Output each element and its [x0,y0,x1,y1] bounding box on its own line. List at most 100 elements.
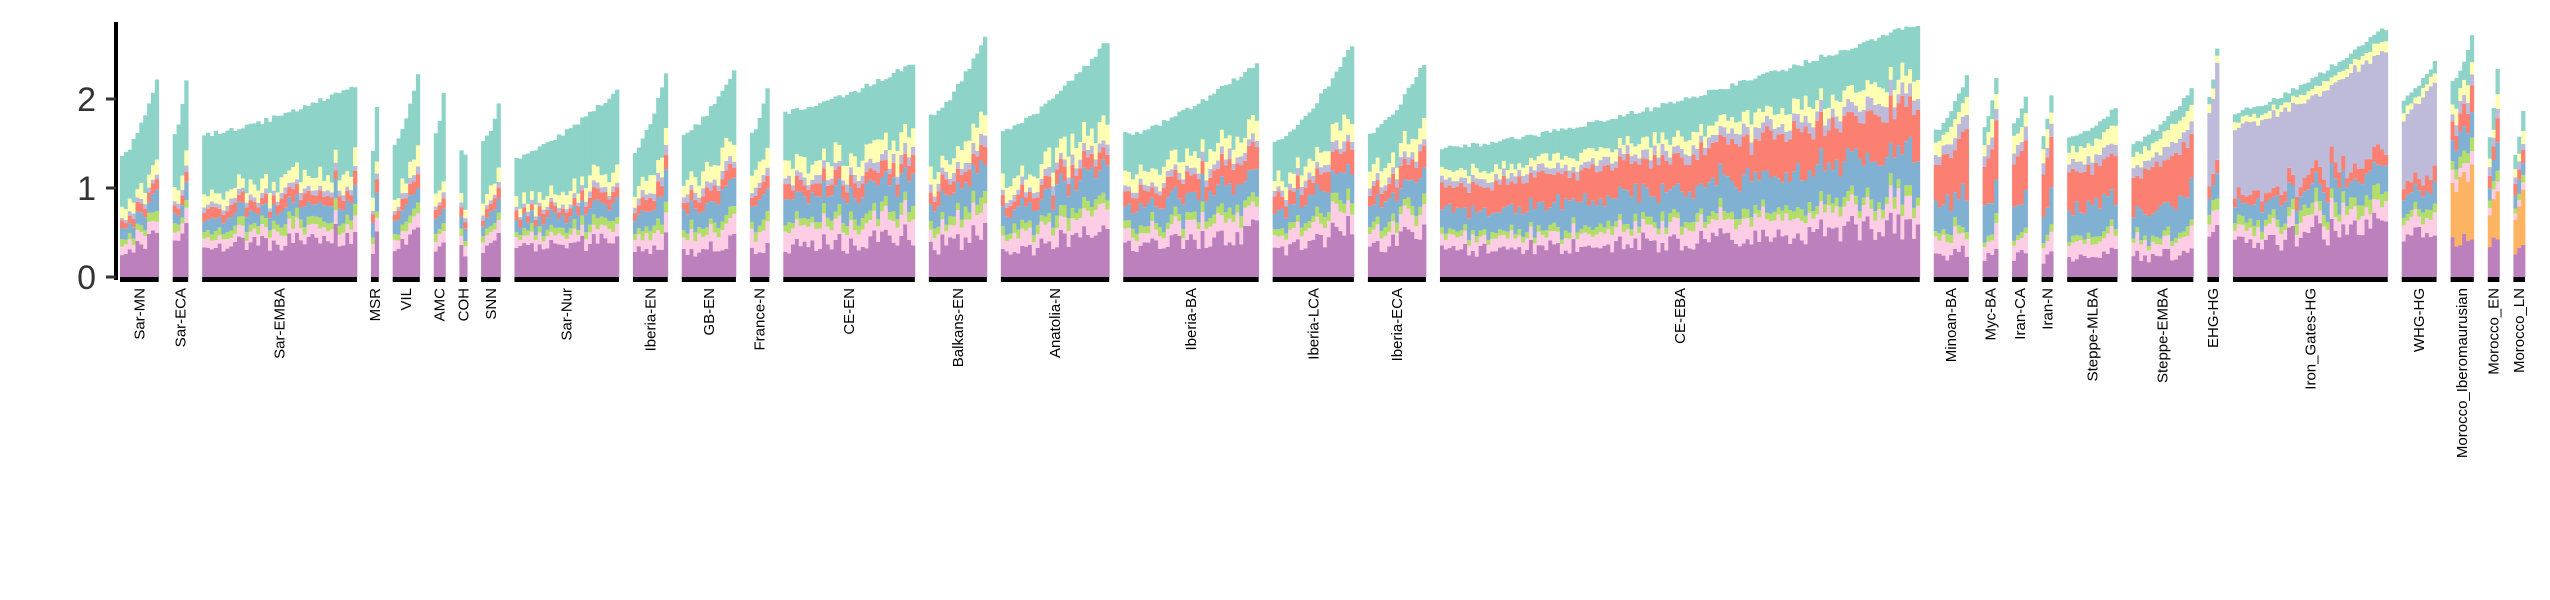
bar-segment [1672,136,1677,147]
bar-segment [603,186,608,192]
bar-segment [1583,126,1588,150]
bar-segment [1181,109,1186,163]
bar-segment [172,213,177,224]
bar-segment [1455,146,1460,171]
bar-segment [837,160,842,167]
bar-segment [1660,103,1665,133]
bar-segment [1346,188,1351,201]
stacked-bar [1501,139,1507,277]
bar-segment [256,202,261,208]
bar-segment [829,249,834,277]
bar-segment [852,245,858,277]
bar-segment [1579,164,1584,171]
bar-segment [1853,115,1859,149]
bar-segment [560,227,566,236]
bar-segment [1941,255,1946,277]
bar-segment [1571,223,1576,240]
bar-segment [252,197,257,202]
bar-segment [2158,244,2163,257]
bar-segment [1668,144,1673,158]
bar-segment [2135,206,2140,228]
bar-segment [1575,180,1580,203]
bar-segment [341,174,346,196]
bar-segment [2146,169,2152,217]
bar-segment [2360,55,2365,65]
bar-segment [370,253,376,277]
stacked-bar [732,70,737,277]
bar-segment [1687,222,1692,231]
stacked-bar [1235,80,1240,277]
bar-segment [306,106,311,176]
bar-segment [433,206,439,210]
stacked-bar [1212,93,1217,277]
bar-segment [147,202,152,213]
stacked-bar [233,131,238,277]
bar-segment [437,234,442,247]
bar-segment [825,180,831,186]
bar-segment [1254,220,1260,277]
bar-segment [712,179,717,186]
stacked-bar [1745,80,1750,277]
bar-segment [2045,207,2050,235]
bar-segment [1058,152,1064,159]
bar-segment [1528,226,1534,240]
bar-segment [2131,217,2136,239]
bar-segment [1525,232,1530,239]
stacked-bar [829,99,834,277]
bar-segment [693,199,698,209]
bar-segment [1567,200,1572,233]
bar-segment [1861,205,1866,222]
bar-segment [1250,133,1256,142]
stacked-bar [895,69,900,277]
bar-segment [2105,157,2111,197]
bar-segment [806,203,811,220]
bar-segment [872,170,877,182]
bar-segment [1764,212,1770,220]
bar-segment [2101,231,2107,239]
bar-segment [1254,206,1260,221]
bar-segment [1497,179,1503,185]
bar-segment [1008,254,1013,277]
bar-segment [891,140,896,154]
bar-segment [1908,96,1913,137]
bar-segment [2263,225,2269,240]
bar-segment [1815,60,1820,101]
bar-segment [2211,231,2216,277]
bar-segment [814,222,819,229]
bar-segment [2135,151,2140,166]
bar-segment [2325,229,2331,246]
bar-segment [2086,143,2091,157]
bar-segment [724,84,729,139]
bar-segment [1192,191,1198,212]
bar-segment [1815,206,1820,215]
bar-segment [139,198,144,204]
bar-segment [1078,72,1083,142]
stacked-bar [2372,34,2377,277]
stacked-bar [2154,130,2159,277]
bar-segment [1695,148,1700,160]
bar-segment [1730,117,1735,129]
bar-segment [1861,109,1866,124]
bar-segment [724,170,729,186]
bar-segment [1486,240,1491,245]
bar-segment [1664,227,1669,235]
bar-segment [1691,231,1696,250]
group-label: WHG-HG [2411,288,2428,352]
bar-segment [712,185,717,202]
bar-segment [591,111,597,165]
bar-segment [1043,224,1048,244]
bar-segment [459,202,464,208]
bar-segment [541,236,546,242]
bar-segment [685,233,690,241]
bar-segment [526,244,531,277]
bar-segment [1933,164,1939,201]
bar-segment [856,250,862,277]
bar-segment [1272,247,1277,277]
stacked-bar [123,152,129,277]
bar-segment [712,232,717,252]
bar-segment [322,101,327,181]
bar-segment [841,198,846,224]
bar-segment [936,191,941,207]
bar-segment [248,231,253,243]
bar-segment [2135,175,2140,207]
